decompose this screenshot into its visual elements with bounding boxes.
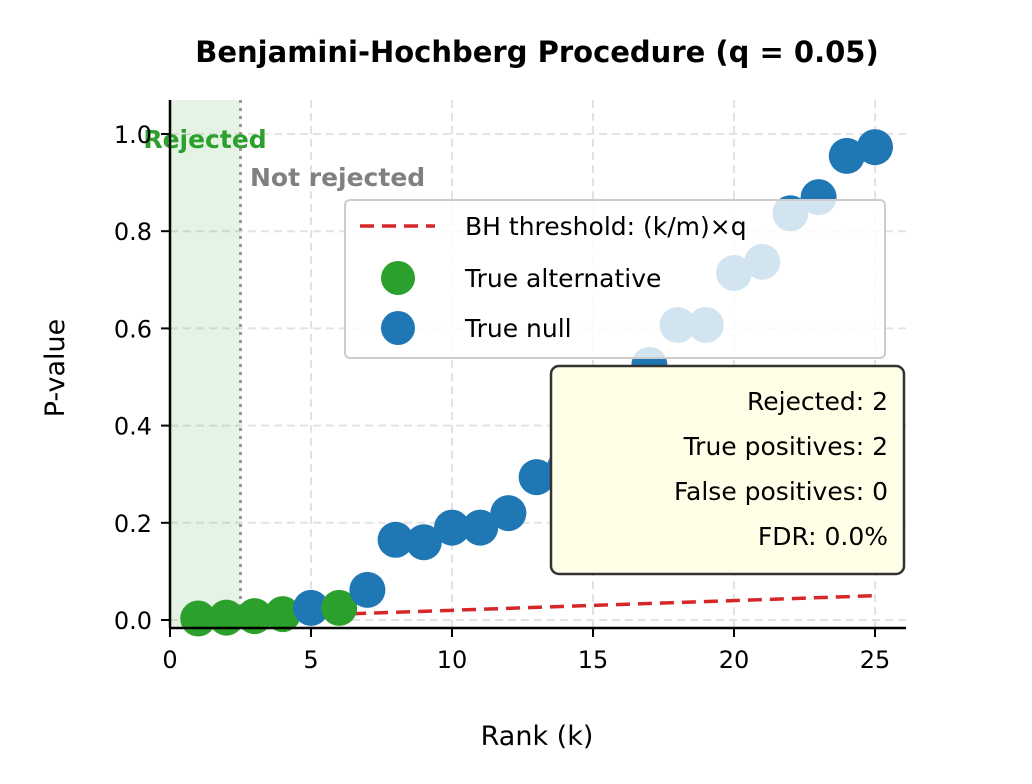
point-true-null [349, 571, 386, 608]
stats-rejected: Rejected: 2 [747, 387, 888, 416]
y-tick-label: 0.2 [114, 510, 152, 538]
point-true-null [518, 459, 555, 496]
point-true-null [377, 521, 414, 558]
y-tick-label: 0.8 [114, 218, 152, 246]
x-tick-label: 15 [578, 646, 609, 674]
stats-true-positives: True positives: 2 [683, 432, 888, 461]
point-true-null [828, 137, 865, 174]
x-tick-label: 25 [860, 646, 891, 674]
rejected-label: Rejected [143, 125, 266, 154]
legend: BH threshold: (k/m)×q True alternative T… [344, 199, 886, 359]
point-true-alternative [236, 598, 273, 635]
legend-alt-swatch [381, 261, 415, 295]
y-axis-label: P-value [40, 319, 71, 417]
stats-box: Rejected: 2 True positives: 2 False posi… [549, 364, 906, 576]
chart-title: Benjamini-Hochberg Procedure (q = 0.05) [195, 35, 878, 69]
rejected-region [170, 100, 241, 628]
y-tick-label: 0.4 [114, 413, 152, 441]
legend-null-swatch [381, 311, 415, 345]
stats-fdr: FDR: 0.0% [758, 522, 888, 551]
x-tick-label: 5 [303, 646, 318, 674]
legend-alt-label: True alternative [464, 264, 661, 293]
x-axis-label: Rank (k) [481, 721, 594, 752]
x-tick-label: 20 [719, 646, 750, 674]
point-true-null [293, 589, 329, 626]
not-rejected-label: Not rejected [250, 163, 425, 192]
y-tick-label: 0.6 [114, 315, 152, 343]
point-true-null [462, 509, 499, 546]
y-tick-label: 1.0 [114, 121, 152, 149]
point-true-null [857, 129, 893, 166]
point-true-null [490, 495, 527, 532]
point-true-null [405, 524, 442, 561]
point-true-alternative [208, 599, 245, 636]
point-true-null [434, 509, 470, 546]
point-true-alternative [321, 589, 358, 626]
y-tick-label: 0.0 [114, 607, 152, 635]
legend-null-label: True null [464, 314, 572, 343]
x-tick-label: 10 [437, 646, 468, 674]
point-true-alternative [264, 596, 301, 633]
legend-threshold-label: BH threshold: (k/m)×q [465, 212, 747, 241]
stats-false-positives: False positives: 0 [674, 477, 888, 506]
x-tick-label: 0 [162, 646, 177, 674]
